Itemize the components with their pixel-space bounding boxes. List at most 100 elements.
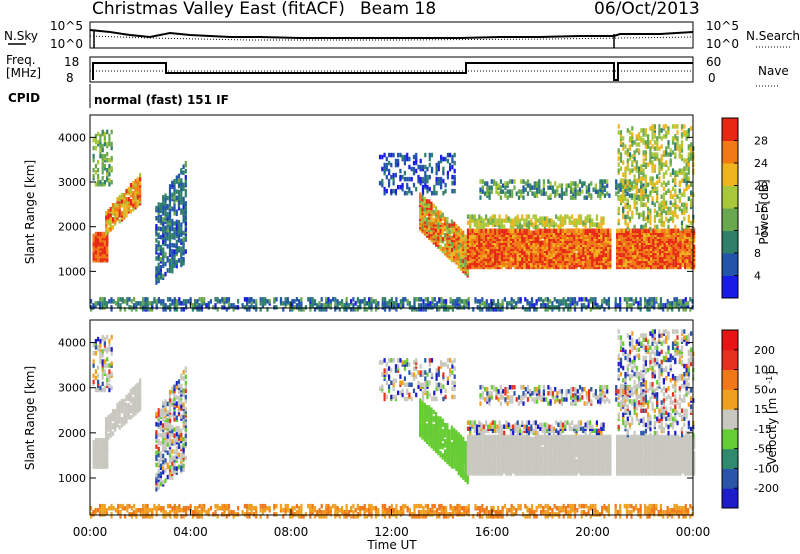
power-cell-316 <box>108 163 111 169</box>
power-cell-2854 <box>505 218 508 223</box>
power-cell-3968 <box>553 297 556 302</box>
power-cell-390 <box>162 263 165 268</box>
power-cell-814 <box>441 226 444 232</box>
power-cell-3873 <box>474 297 477 302</box>
power-cell-1991 <box>589 228 592 233</box>
power-cell-3008 <box>490 179 493 184</box>
power-cell-3685 <box>329 299 332 304</box>
power-cell-3681 <box>327 297 330 302</box>
power-cell-3327 <box>424 182 427 188</box>
power-cell-3021 <box>502 189 505 194</box>
power-cell-4494 <box>665 124 668 129</box>
power-cell-4103 <box>675 303 678 308</box>
power-cell-4634 <box>687 196 690 201</box>
power-cell-3772 <box>395 301 398 306</box>
power-cell-555 <box>177 224 181 229</box>
power-cell-4238 <box>633 196 636 201</box>
power-cell-1076 <box>473 228 476 233</box>
power-cell-3381 <box>446 158 449 164</box>
power-cell-2804 <box>471 214 474 219</box>
power-cell-3625 <box>286 297 289 302</box>
power-cell-252 <box>92 137 95 143</box>
power-cell-4307 <box>642 150 645 155</box>
power-cell-4417 <box>656 152 659 157</box>
velocity-cell-143 <box>116 402 119 408</box>
power-cell-868 <box>450 251 453 257</box>
velocity-cell-116 <box>109 413 112 418</box>
velocity-cell-219 <box>134 392 137 398</box>
power-cell-2429 <box>650 264 653 270</box>
power-cell-3821 <box>433 303 436 308</box>
power-cell-4433 <box>658 158 661 163</box>
power-cell-506 <box>173 243 176 248</box>
power-cell-3286 <box>406 176 409 182</box>
power-cell-4097 <box>671 307 674 312</box>
power-cell-2851 <box>500 218 503 223</box>
power-cell-3256 <box>392 152 395 158</box>
power-cell-3350 <box>433 184 436 190</box>
power-cell-2209 <box>620 228 623 233</box>
power-cell-3663 <box>316 303 319 308</box>
power-cell-3850 <box>454 303 457 308</box>
power-cell-879 <box>450 219 453 224</box>
power-cell-882 <box>453 251 456 257</box>
power-cell-1308 <box>503 228 506 233</box>
power-cell-380 <box>159 234 162 240</box>
power-cell-487 <box>171 242 174 248</box>
power-cell-710 <box>428 233 431 238</box>
power-cell-2065 <box>598 228 601 233</box>
power-cell-4020 <box>601 303 604 308</box>
velocity-panel-background <box>90 320 693 515</box>
power-cell-3042 <box>517 189 521 194</box>
power-cell-3467 <box>146 301 149 306</box>
power-cell-2946 <box>570 214 574 219</box>
power-cell-4185 <box>624 150 627 155</box>
power-cell-3260 <box>394 162 397 168</box>
power-cell-4134 <box>617 162 620 167</box>
power-cell-391 <box>162 259 165 264</box>
power-cell-4066 <box>646 305 649 310</box>
power-cell-3734 <box>368 297 371 302</box>
power-cell-4356 <box>649 190 652 195</box>
power-cell-3769 <box>393 301 396 306</box>
power-cell-4073 <box>648 297 651 302</box>
power-cell-3704 <box>345 297 348 302</box>
power-cell-4450 <box>660 194 663 199</box>
power-cell-3575 <box>237 299 240 304</box>
power-cell-4343 <box>647 162 650 167</box>
power-cell-2428 <box>647 228 650 233</box>
power-cell-476 <box>168 192 172 197</box>
power-cell-4657 <box>690 152 693 157</box>
power-cell-4522 <box>671 214 675 220</box>
power-cell-3648 <box>304 305 307 310</box>
velocity-cell-78 <box>103 438 106 443</box>
power-cell-3799 <box>420 307 423 312</box>
power-cell-3221 <box>378 180 382 186</box>
power-cell-4654 <box>690 190 693 195</box>
power-cell-955 <box>462 258 465 264</box>
power-cell-3832 <box>440 297 443 302</box>
power-cell-4275 <box>638 132 641 137</box>
power-cell-3073 <box>538 183 541 188</box>
power-cell-708 <box>425 199 429 204</box>
power-cell-2665 <box>677 228 680 233</box>
power-cell-248 <box>92 167 95 173</box>
power-cell-3645 <box>300 301 303 306</box>
power-cell-100 <box>105 211 108 216</box>
power-cell-2558 <box>663 228 666 233</box>
power-cell-1336 <box>507 246 510 252</box>
power-cell-3038 <box>513 185 516 190</box>
power-cell-327 <box>110 141 113 147</box>
power-cell-2988 <box>479 195 482 200</box>
power-cell-2957 <box>579 220 583 225</box>
power-cell-3151 <box>597 193 600 198</box>
power-cell-4605 <box>683 202 686 208</box>
power-cell-3994 <box>573 303 577 308</box>
power-cell-3953 <box>542 299 545 304</box>
power-cell-39 <box>97 231 100 237</box>
power-cell-247 <box>92 174 95 179</box>
power-cell-432 <box>164 201 167 206</box>
power-cell-3915 <box>506 301 509 306</box>
velocity-cell-162 <box>120 398 124 404</box>
